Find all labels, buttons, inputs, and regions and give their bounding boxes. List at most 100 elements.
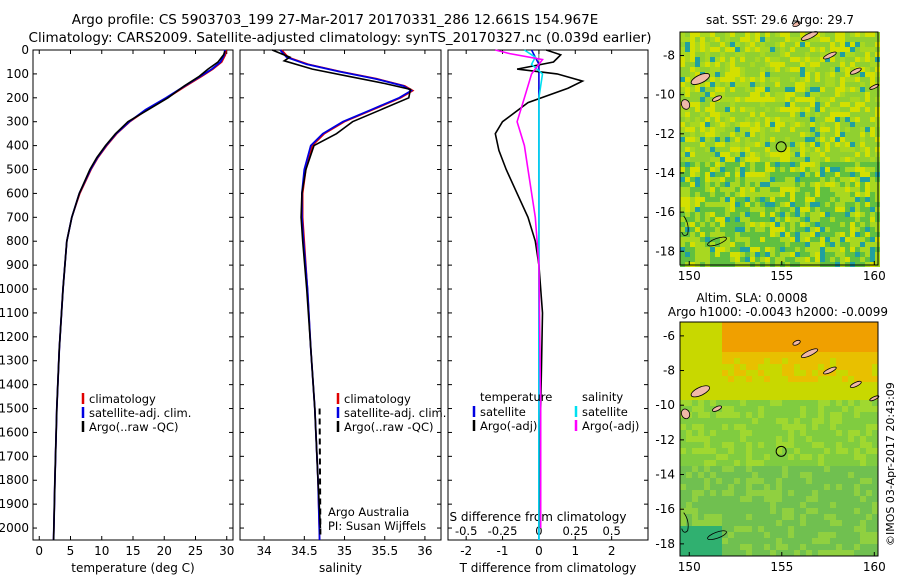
map-cell	[764, 382, 770, 388]
map-cell	[825, 172, 830, 177]
map-cell	[710, 242, 715, 247]
map-cell	[795, 32, 800, 37]
map-cell	[765, 242, 770, 247]
map-cell	[812, 352, 818, 358]
map-cell	[780, 97, 785, 102]
map-cell	[842, 508, 848, 514]
map-cell	[800, 340, 806, 346]
map-cell	[842, 448, 848, 454]
map-cell	[700, 102, 705, 107]
map-cell	[860, 526, 866, 532]
map-cell	[860, 544, 866, 550]
map-cell	[700, 57, 705, 62]
map-cell	[812, 370, 818, 376]
map-cell	[700, 62, 705, 67]
map-cell	[735, 77, 740, 82]
map-cell	[695, 52, 700, 57]
map-cell	[815, 182, 820, 187]
map-cell	[765, 247, 770, 252]
map-cell	[866, 484, 872, 490]
map-cell	[740, 328, 746, 334]
map-cell	[720, 167, 725, 172]
map-cell	[866, 448, 872, 454]
map-cell	[740, 87, 745, 92]
map-cell	[725, 117, 730, 122]
map-cell	[860, 182, 865, 187]
map-cell	[770, 490, 776, 496]
map-cell	[866, 364, 872, 370]
map-cell	[788, 388, 794, 394]
map-cell	[818, 418, 824, 424]
map-cell	[716, 418, 722, 424]
map-cell	[715, 147, 720, 152]
map-cell	[782, 526, 788, 532]
map-cell	[812, 328, 818, 334]
map-cell	[806, 484, 812, 490]
map-cell	[806, 382, 812, 388]
map-cell	[824, 340, 830, 346]
map-cell	[830, 466, 836, 472]
map-cell	[842, 430, 848, 436]
map-cell	[800, 152, 805, 157]
map-cell	[730, 37, 735, 42]
map-cell	[780, 242, 785, 247]
map-cell	[690, 242, 695, 247]
map-cell	[800, 514, 806, 520]
map-cell	[785, 102, 790, 107]
map-cell	[865, 212, 870, 217]
map-cell	[788, 478, 794, 484]
map-cell	[720, 187, 725, 192]
map-cell	[860, 102, 865, 107]
map-cell	[758, 382, 764, 388]
map-cell	[770, 232, 775, 237]
map-cell	[800, 472, 806, 478]
plot-frame	[32, 49, 234, 541]
map-cell	[825, 197, 830, 202]
map-cell	[800, 460, 806, 466]
map-cell	[790, 172, 795, 177]
map-cell	[705, 202, 710, 207]
map-cell	[870, 102, 875, 107]
map-cell	[776, 502, 782, 508]
map-cell	[728, 364, 734, 370]
map-cell	[812, 400, 818, 406]
map-cell	[790, 242, 795, 247]
map-cell	[820, 97, 825, 102]
map-cell	[710, 394, 716, 400]
map-cell	[755, 132, 760, 137]
map-cell	[818, 538, 824, 544]
map-cell	[704, 502, 710, 508]
map-cell	[755, 227, 760, 232]
map-cell	[785, 92, 790, 97]
y-tick-label: 1300	[0, 354, 29, 368]
map-cell	[842, 364, 848, 370]
map-cell	[765, 117, 770, 122]
map-cell	[865, 117, 870, 122]
map-cell	[830, 544, 836, 550]
map-cell	[870, 92, 875, 97]
map-cell	[746, 430, 752, 436]
map-cell	[840, 52, 845, 57]
map-cell	[806, 454, 812, 460]
map-cell	[825, 92, 830, 97]
map-cell	[686, 364, 692, 370]
map-cell	[845, 32, 850, 37]
map-cell	[830, 207, 835, 212]
map-cell	[785, 82, 790, 87]
map-cell	[710, 430, 716, 436]
map-cell	[872, 322, 878, 328]
map-cell	[788, 514, 794, 520]
map-cell	[860, 460, 866, 466]
map-cell	[845, 112, 850, 117]
map-cell	[872, 424, 878, 430]
map-cell	[690, 152, 695, 157]
map-cell	[854, 526, 860, 532]
map-cell	[865, 132, 870, 137]
map-cell	[860, 496, 866, 502]
map-cell	[812, 502, 818, 508]
map-cell	[698, 328, 704, 334]
map-cell	[730, 252, 735, 257]
map-cell	[800, 72, 805, 77]
map-cell	[758, 502, 764, 508]
